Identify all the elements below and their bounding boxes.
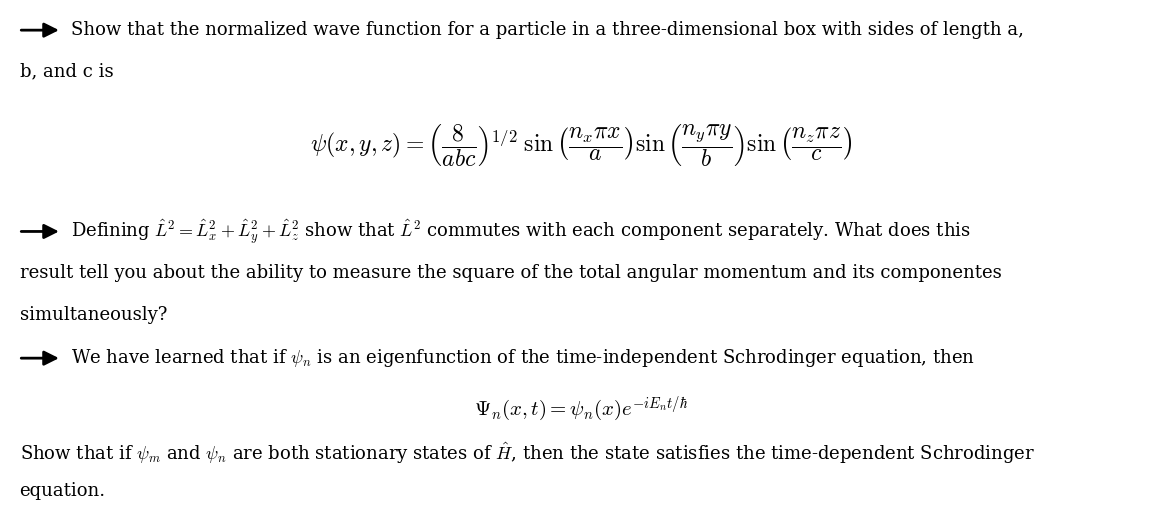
Text: b, and c is: b, and c is [20,62,113,80]
Text: result tell you about the ability to measure the square of the total angular mom: result tell you about the ability to mea… [20,264,1002,282]
Text: equation.: equation. [20,482,106,500]
Text: Show that if $\psi_m$ and $\psi_n$ are both stationary states of $\hat{H}$, then: Show that if $\psi_m$ and $\psi_n$ are b… [20,441,1034,466]
Text: Show that the normalized wave function for a particle in a three-dimensional box: Show that the normalized wave function f… [71,21,1024,39]
Text: simultaneously?: simultaneously? [20,306,167,323]
Text: Defining $\hat{L}^2 = \hat{L}_x^2 + \hat{L}_y^2 + \hat{L}_z^2$ show that $\hat{L: Defining $\hat{L}^2 = \hat{L}_x^2 + \hat… [71,217,970,246]
Text: $\psi(x, y, z) = \left(\dfrac{8}{abc}\right)^{1/2} \; \sin\left(\dfrac{n_x \pi x: $\psi(x, y, z) = \left(\dfrac{8}{abc}\ri… [310,122,852,169]
Text: We have learned that if $\psi_n$ is an eigenfunction of the time-independent Sch: We have learned that if $\psi_n$ is an e… [71,347,975,369]
Text: $\Psi_n(x,t) = \psi_n(x)e^{-iE_n t/\hbar}$: $\Psi_n(x,t) = \psi_n(x)e^{-iE_n t/\hbar… [474,394,688,423]
